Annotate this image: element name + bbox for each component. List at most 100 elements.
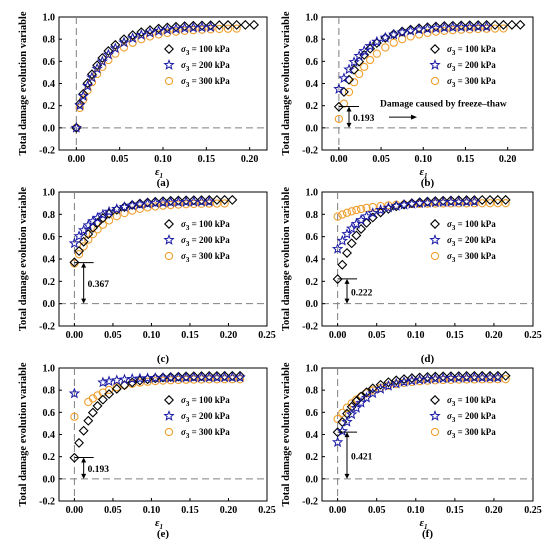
data-point xyxy=(361,217,372,228)
data-point xyxy=(398,198,410,210)
arrow-head-top xyxy=(81,457,87,463)
data-point xyxy=(473,24,483,34)
data-point xyxy=(501,199,510,208)
data-point xyxy=(368,202,377,212)
legend-label: σ3 = 300 kPa xyxy=(181,251,230,264)
annotation-value: 0.193 xyxy=(353,114,375,124)
data-point xyxy=(361,387,372,398)
data-point xyxy=(354,69,364,79)
data-point xyxy=(431,376,440,385)
data-point xyxy=(464,20,476,32)
data-point xyxy=(86,71,98,83)
data-point xyxy=(375,207,386,218)
data-point xyxy=(356,204,366,214)
data-point xyxy=(74,246,85,256)
panel-label: (e) xyxy=(157,528,170,540)
legend-marker xyxy=(430,44,440,54)
data-point xyxy=(74,437,85,448)
plot-frame xyxy=(321,367,534,502)
y-tick-label: -0.2 xyxy=(302,322,318,333)
legend-label: σ3 = 100 kPa xyxy=(447,44,496,57)
data-point xyxy=(447,21,459,33)
legend-marker xyxy=(430,427,440,437)
data-point xyxy=(438,199,448,208)
y-tick-label: 0.2 xyxy=(306,452,319,463)
data-point xyxy=(470,199,479,208)
data-point xyxy=(102,48,115,60)
data-point xyxy=(154,30,163,39)
x-tick-label: 0.05 xyxy=(368,330,386,341)
x-tick-label: 0.15 xyxy=(181,505,199,516)
data-point xyxy=(69,452,80,463)
data-point xyxy=(470,375,479,384)
data-point xyxy=(196,371,207,382)
data-point xyxy=(431,27,441,36)
y-axis-label: Total damage evolution variable xyxy=(18,11,29,155)
data-point xyxy=(203,195,215,207)
data-point xyxy=(112,383,121,392)
data-point xyxy=(118,201,131,212)
x-tick-label: 0.00 xyxy=(329,330,347,341)
x-tick-label: 0.10 xyxy=(154,154,172,165)
legend: σ3 = 100 kPa σ3 = 200 kPa σ3 = 300 kPa xyxy=(163,395,230,440)
data-point xyxy=(360,210,373,222)
data-point xyxy=(69,257,80,268)
annotation-value: 0.193 xyxy=(88,465,110,475)
data-point xyxy=(364,40,376,51)
legend-label: σ3 = 100 kPa xyxy=(181,395,230,408)
legend: σ3 = 100 kPa σ3 = 200 kPa σ3 = 300 kPa xyxy=(429,44,496,89)
data-point xyxy=(342,247,352,258)
x-tick-label: 0.10 xyxy=(143,330,161,341)
data-point xyxy=(454,199,463,208)
data-point xyxy=(152,25,165,36)
data-point xyxy=(352,205,361,215)
data-point xyxy=(171,27,181,36)
data-point xyxy=(206,25,215,34)
data-point xyxy=(478,375,487,384)
data-point xyxy=(438,21,451,33)
data-point xyxy=(86,69,97,80)
x-tick-label: 0.00 xyxy=(68,154,86,165)
data-point xyxy=(472,20,484,32)
x-tick-label: 0.10 xyxy=(407,330,425,341)
data-point xyxy=(346,238,357,249)
x-axis-label: ε1 xyxy=(155,517,163,531)
data-point xyxy=(374,204,387,215)
arrow-head-bottom xyxy=(81,298,87,304)
data-point xyxy=(227,194,238,205)
x-tick-label: 0.10 xyxy=(407,505,425,516)
arrow-head-top xyxy=(346,106,352,112)
data-point xyxy=(446,375,456,384)
y-tick-label: 0.6 xyxy=(43,232,56,243)
data-point xyxy=(415,377,424,386)
data-point xyxy=(234,371,246,383)
x-tick-label: 0.20 xyxy=(485,505,503,516)
data-point xyxy=(422,196,433,207)
series-star xyxy=(333,20,493,94)
data-point xyxy=(485,199,495,208)
y-tick-label: 0.8 xyxy=(306,386,319,397)
legend-label: σ3 = 200 kPa xyxy=(181,60,230,73)
data-point xyxy=(398,35,407,44)
data-point xyxy=(214,20,225,31)
y-tick-label: 1.0 xyxy=(43,188,56,199)
y-tick-label: 0.0 xyxy=(306,123,319,134)
legend-marker xyxy=(164,251,174,261)
data-point xyxy=(406,197,418,209)
legend-marker xyxy=(429,410,441,421)
y-tick-label: 1.0 xyxy=(306,364,319,375)
data-point xyxy=(454,375,463,384)
y-tick-label: 0.0 xyxy=(43,299,56,310)
data-point xyxy=(331,242,344,254)
data-point xyxy=(493,375,502,384)
data-point xyxy=(382,201,395,213)
data-point xyxy=(219,194,230,205)
data-point xyxy=(515,19,526,30)
panel-label: (f) xyxy=(422,528,433,540)
legend-label: σ3 = 300 kPa xyxy=(447,251,496,264)
data-point xyxy=(178,22,191,34)
legend-marker xyxy=(163,59,175,70)
series-diamond xyxy=(71,19,259,133)
legend-label: σ3 = 200 kPa xyxy=(181,235,230,248)
legend-label: σ3 = 200 kPa xyxy=(447,235,496,248)
